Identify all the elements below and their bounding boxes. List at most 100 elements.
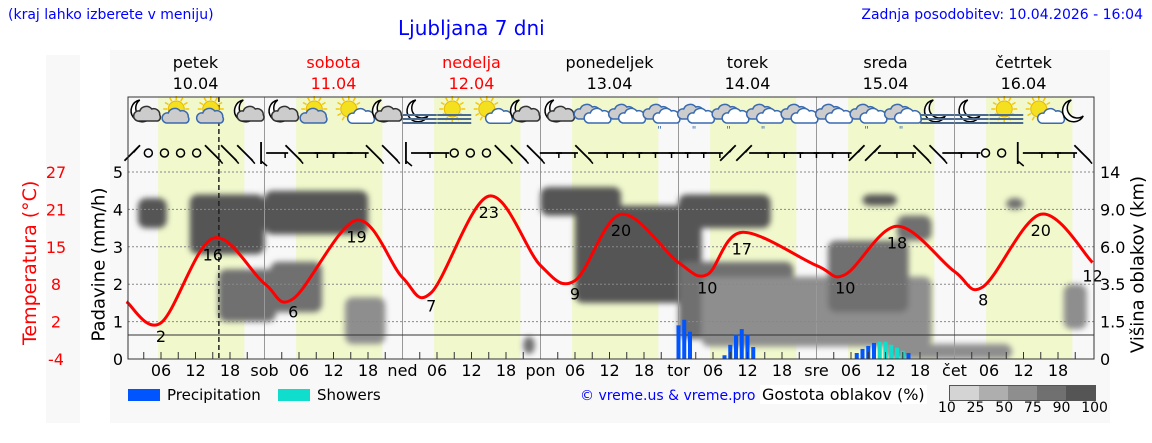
hour-tick: 12	[185, 361, 205, 380]
sun-ray	[302, 101, 307, 106]
hour-tick: 12	[323, 361, 343, 380]
sun-ray	[341, 97, 345, 102]
showers-bar	[889, 344, 894, 359]
rain-drops: "	[864, 125, 869, 136]
rain-bar	[745, 334, 750, 359]
temperature-tick: 27	[46, 163, 66, 182]
day-abbr-tick: čet	[942, 361, 967, 380]
showers-legend-swatch	[278, 389, 310, 401]
cloud-blob	[523, 336, 535, 355]
sun-ray	[490, 97, 494, 102]
barb-staff	[574, 144, 592, 162]
hour-tick: 06	[703, 361, 723, 380]
wind-barb-icon	[204, 144, 224, 165]
cloud-height-tick: 3.5	[1100, 275, 1125, 294]
cloud-rain-icon: "	[745, 103, 785, 136]
barb-staff	[526, 144, 544, 162]
cloud-blob	[264, 190, 368, 235]
rain-bar	[872, 342, 876, 359]
wind-barb-icon	[266, 152, 289, 158]
temperature-label: 20	[611, 221, 631, 240]
day-date: 16.04	[1000, 74, 1047, 93]
sun-ray	[180, 97, 184, 102]
cloud-shape	[346, 107, 376, 124]
barb-staff	[494, 144, 511, 162]
moon-cloud-icon	[268, 99, 300, 123]
wind-barb-icon	[928, 144, 948, 165]
wind-barb-icon	[220, 144, 240, 165]
daylight-band	[434, 97, 521, 359]
moon-shape	[1061, 99, 1084, 123]
cloud-rain-icon: "	[676, 103, 716, 136]
temperature-label: 10	[835, 279, 855, 298]
day-date: 15.04	[862, 74, 909, 93]
wind-barb-icon	[574, 144, 594, 165]
moon-fog-icon	[954, 99, 989, 124]
moon-icon	[1061, 99, 1084, 123]
credit-link[interactable]: © vreme.us & vreme.pro	[580, 388, 756, 404]
barb-staff	[510, 144, 528, 162]
day-name: ponedeljek	[565, 53, 654, 72]
cloud-height-tick: 1.5	[1100, 313, 1125, 332]
sun-ray	[307, 97, 311, 102]
cloud-shape	[161, 107, 190, 124]
sun-cloud-icon	[195, 96, 225, 124]
cloud-blob	[1006, 198, 1024, 210]
temperature-label: 16	[203, 245, 223, 264]
barb-tick	[260, 160, 268, 167]
density-swatch	[979, 386, 1008, 400]
sun-ray	[1042, 97, 1046, 102]
day-header: sobota 11.04	[269, 52, 399, 94]
calm-wind-icon	[159, 148, 170, 158]
cloud-blob	[828, 240, 909, 313]
precipitation-tick: 4	[113, 200, 123, 219]
temperature-tick: 2	[51, 313, 61, 332]
cloud-shape	[484, 107, 514, 124]
density-swatch	[950, 386, 979, 400]
day-date: 11.04	[310, 74, 357, 93]
day-abbr-tick: sob	[250, 361, 278, 380]
cloud-height-tick: 9.0	[1100, 200, 1125, 219]
sun-ray	[459, 101, 464, 106]
showers-bar	[895, 347, 899, 359]
wind-barb-icon	[829, 152, 852, 158]
wind-barb-icon	[848, 144, 866, 162]
rain-drops: "	[726, 125, 731, 136]
temperature-label: 18	[887, 233, 907, 252]
sun-ray	[997, 97, 1001, 102]
density-level-label: 100	[1081, 400, 1108, 416]
rain-bar	[676, 325, 681, 359]
barb-tick	[250, 158, 256, 165]
sun-ray	[475, 101, 480, 106]
day-date: 10.04	[172, 74, 219, 93]
hour-tick: 06	[151, 361, 171, 380]
page-title: Ljubljana 7 dni	[398, 16, 545, 40]
barb-tick	[1087, 158, 1093, 165]
cloud-blob	[1063, 284, 1087, 330]
day-name: petek	[172, 53, 219, 72]
hour-tick: 18	[1048, 361, 1068, 380]
cloud-shape	[1036, 107, 1066, 124]
calm-wind-icon	[175, 148, 186, 158]
temperature-label: 10	[697, 279, 717, 298]
barb-tick	[217, 158, 224, 165]
cloud-shape	[236, 105, 265, 122]
sun-disc	[443, 100, 461, 118]
wind-barb-icon	[260, 142, 268, 167]
temperature-tick: 8	[51, 275, 61, 294]
temperature-label: 6	[288, 303, 298, 322]
hour-tick: 06	[979, 361, 999, 380]
barb-tick	[926, 158, 932, 165]
barb-tick	[507, 158, 514, 165]
wind-barb-icon	[494, 144, 514, 165]
barb-tick	[588, 158, 594, 165]
barb-tick	[378, 158, 385, 165]
sun-ray	[183, 101, 188, 106]
barb-staff	[912, 144, 930, 162]
rain-bar	[860, 348, 865, 359]
calm-wind-icon	[996, 148, 1007, 158]
cloud-blob	[270, 261, 322, 313]
sun-ray	[214, 97, 218, 102]
calm-wind-icon	[143, 148, 154, 158]
precipitation-legend-swatch	[128, 389, 160, 401]
